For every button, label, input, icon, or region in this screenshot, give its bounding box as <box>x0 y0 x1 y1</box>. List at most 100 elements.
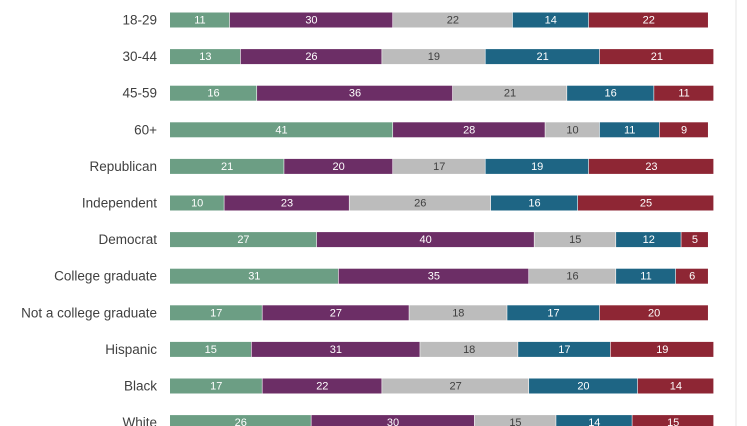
bar-segment <box>610 341 714 357</box>
bar-segment <box>485 49 600 65</box>
bar-value-label: 10 <box>191 198 203 210</box>
bar-segment <box>681 232 708 248</box>
bar-value-label: 14 <box>588 417 600 426</box>
bar-value-label: 15 <box>509 417 521 426</box>
bar-segment <box>578 195 714 211</box>
bar-value-label: 26 <box>235 417 247 426</box>
bar-row: White 26 30 15 14 15 <box>122 415 714 426</box>
bar-segment <box>393 122 545 138</box>
category-label: Democrat <box>98 232 157 247</box>
category-label: Black <box>124 379 157 394</box>
category-label: 45-59 <box>122 86 157 101</box>
bar-segment <box>170 378 262 394</box>
bar-value-label: 15 <box>205 344 217 356</box>
bar-segment <box>229 12 393 28</box>
bar-value-label: 16 <box>207 88 219 100</box>
bar-value-label: 11 <box>194 15 205 27</box>
bar-value-label: 16 <box>528 198 540 210</box>
bar-segment <box>675 268 708 284</box>
bar-value-label: 28 <box>463 124 475 136</box>
bar-value-label: 20 <box>333 161 345 173</box>
bar-segment <box>599 122 659 138</box>
bar-value-label: 19 <box>656 344 668 356</box>
bar-row: Republican 21 20 17 19 23 <box>89 158 714 174</box>
bar-value-label: 14 <box>545 15 557 27</box>
bar-row: College graduate 31 35 16 11 6 <box>54 268 708 284</box>
bar-segment <box>632 415 714 426</box>
bar-segment <box>170 195 224 211</box>
bar-segment <box>545 122 600 138</box>
bar-value-label: 16 <box>566 271 578 283</box>
bar-segment <box>588 12 708 28</box>
bar-value-label: 21 <box>537 51 549 63</box>
bar-value-label: 23 <box>281 198 293 210</box>
bar-segment <box>599 305 708 321</box>
bar-value-label: 21 <box>221 161 233 173</box>
bar-segment <box>251 341 420 357</box>
bar-segment <box>170 268 339 284</box>
bar-segment <box>240 49 382 65</box>
category-label: Republican <box>89 159 157 174</box>
bar-value-label: 10 <box>566 124 578 136</box>
bar-value-label: 13 <box>199 51 211 63</box>
bar-segment <box>409 305 507 321</box>
bar-value-label: 22 <box>316 381 328 393</box>
bar-row: 30-44 13 26 19 21 21 <box>122 49 714 65</box>
bar-segment <box>507 305 600 321</box>
bar-value-label: 21 <box>504 88 516 100</box>
bar-segment <box>616 268 676 284</box>
bar-row: Hispanic 15 31 18 17 19 <box>105 341 714 357</box>
bar-value-label: 40 <box>420 234 432 246</box>
bar-segment <box>170 305 262 321</box>
bar-value-label: 22 <box>447 15 459 27</box>
bar-segment <box>349 195 491 211</box>
bar-value-label: 27 <box>330 307 342 319</box>
bar-segment <box>490 195 578 211</box>
bar-value-label: 26 <box>414 198 426 210</box>
bar-segment <box>170 415 311 426</box>
bar-value-label: 20 <box>648 307 660 319</box>
bar-segment <box>452 85 567 101</box>
bar-value-label: 15 <box>569 234 581 246</box>
bar-segment <box>420 341 518 357</box>
bar-segment <box>529 378 638 394</box>
bar-segment <box>512 12 589 28</box>
bar-segment <box>170 158 284 174</box>
bar-segment <box>257 85 453 101</box>
bar-value-label: 16 <box>605 88 617 100</box>
bar-segment <box>170 232 317 248</box>
bar-row: 45-59 16 36 21 16 11 <box>122 85 714 101</box>
bar-segment <box>338 268 529 284</box>
bar-value-label: 17 <box>210 381 222 393</box>
category-label: 30-44 <box>122 49 157 64</box>
bar-segment <box>284 158 393 174</box>
category-label: Not a college graduate <box>21 305 157 320</box>
bar-segment <box>637 378 714 394</box>
bar-segment <box>316 232 534 248</box>
bar-value-label: 11 <box>640 271 651 283</box>
bar-segment <box>393 12 513 28</box>
bar-segment <box>518 341 611 357</box>
bar-value-label: 11 <box>624 124 635 136</box>
bar-row: Black 17 22 27 20 14 <box>124 378 714 394</box>
bar-row: 18-29 11 30 22 14 22 <box>122 12 708 28</box>
bar-value-label: 19 <box>531 161 543 173</box>
category-label: College graduate <box>54 269 157 284</box>
category-label: White <box>122 415 157 426</box>
bar-segment <box>567 85 654 101</box>
bar-value-label: 30 <box>305 15 317 27</box>
bar-segment <box>659 122 708 138</box>
bar-segment <box>311 415 475 426</box>
bar-value-label: 11 <box>678 88 689 100</box>
bar-segment <box>474 415 556 426</box>
bar-value-label: 20 <box>577 381 589 393</box>
bar-segment <box>393 158 485 174</box>
bar-segment <box>485 158 589 174</box>
bar-value-label: 19 <box>428 51 440 63</box>
bar-segment <box>170 122 393 138</box>
bar-value-label: 35 <box>428 271 440 283</box>
bar-value-label: 17 <box>210 307 222 319</box>
bar-row: 60+ 41 28 10 11 9 <box>134 122 708 138</box>
bar-segment <box>529 268 616 284</box>
